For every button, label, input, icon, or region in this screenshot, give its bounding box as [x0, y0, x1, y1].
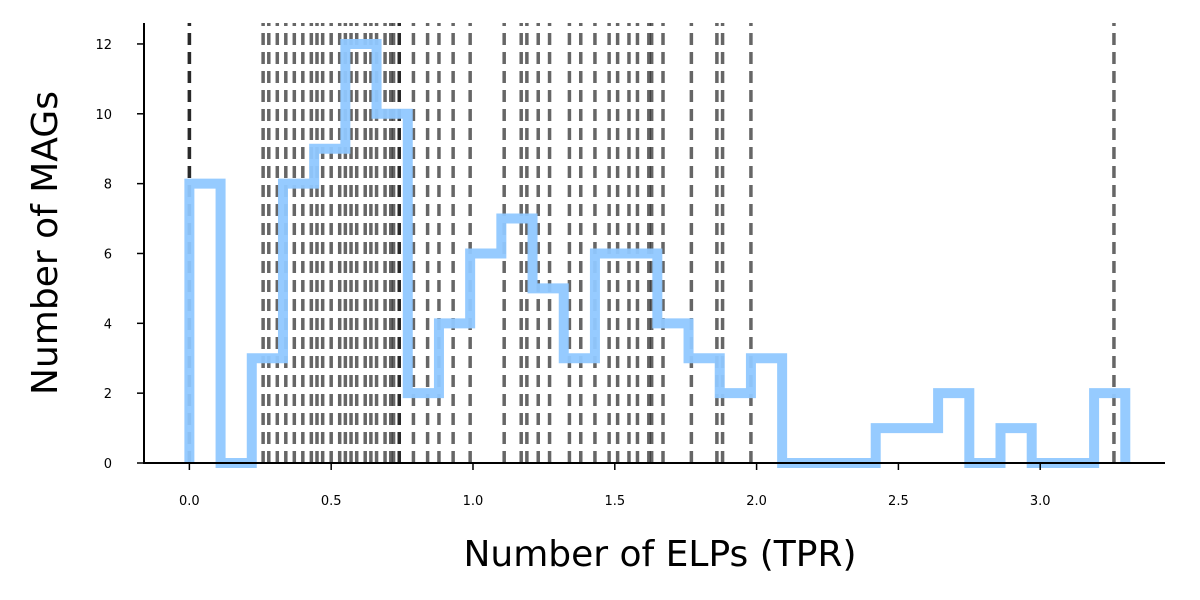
y-tick-label: 6 — [104, 247, 112, 262]
y-axis-label: Number of MAGs — [25, 91, 66, 395]
axes-group — [143, 23, 1165, 464]
x-tick-label: 2.0 — [746, 494, 767, 509]
x-tick-label: 1.0 — [463, 494, 484, 509]
y-tick-label: 0 — [104, 457, 112, 472]
x-axis-label: Number of ELPs (TPR) — [463, 534, 856, 575]
y-tick-label: 8 — [104, 178, 112, 193]
y-tick-label: 2 — [104, 387, 112, 402]
x-tick-label: 3.0 — [1030, 494, 1051, 509]
reference-lines-group — [187, 23, 1116, 463]
y-tick-label: 10 — [95, 108, 112, 123]
x-tick-label: 2.5 — [888, 494, 909, 509]
y-tick-label: 4 — [104, 317, 112, 332]
x-tick-label: 1.5 — [604, 494, 625, 509]
x-tick-label: 0.0 — [179, 494, 200, 509]
histogram-group — [184, 38, 1131, 468]
ticks-group: 0.0 0.5 1.0 1.5 2.0 2.5 3.0 0 2 4 6 8 10 12 — [95, 38, 1050, 509]
histogram-step-outline — [184, 38, 1131, 468]
y-tick-label: 12 — [95, 38, 112, 53]
x-tick-label: 0.5 — [321, 494, 342, 509]
